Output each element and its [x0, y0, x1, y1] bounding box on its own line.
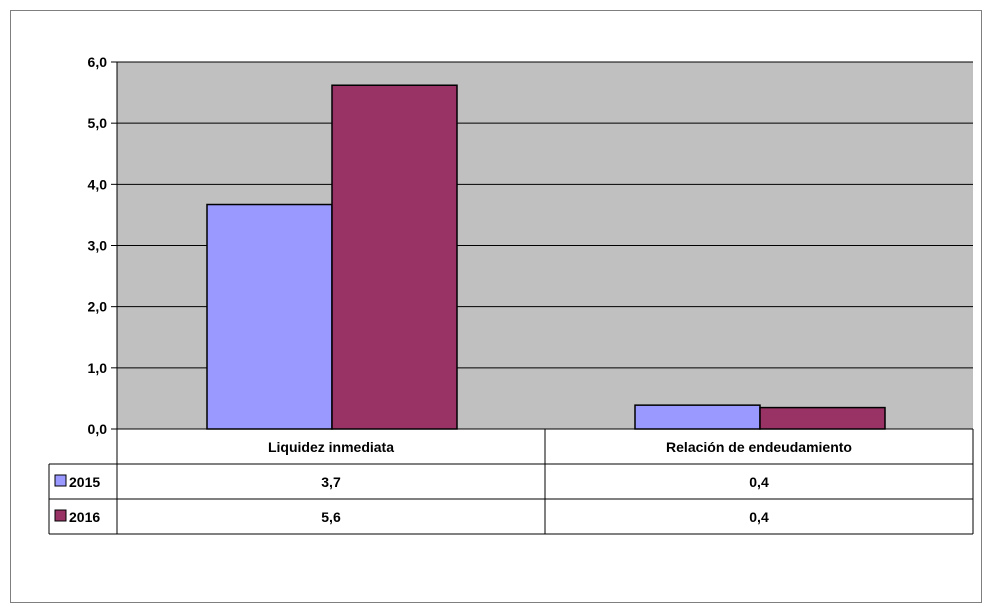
y-tick-label: 5,0	[88, 115, 108, 131]
y-tick-label: 1,0	[88, 360, 108, 376]
data-label: 0,4	[749, 474, 769, 490]
y-tick-label: 6,0	[88, 54, 108, 70]
legend-swatch-2015	[54, 474, 67, 487]
legend-label: 2015	[69, 474, 100, 490]
data-label: 3,7	[321, 474, 341, 490]
y-tick-label: 0,0	[88, 421, 108, 437]
bar-2016-cat-1	[759, 406, 886, 430]
legend-swatch-2016	[54, 509, 67, 522]
bar-2016-cat-0	[331, 84, 458, 430]
category-label: Relación de endeudamiento	[666, 439, 852, 455]
axes: 0,0 1,0 2,0 3,0 4,0 5,0 6,0	[88, 54, 118, 534]
bars	[206, 84, 886, 430]
y-tick-label: 3,0	[88, 238, 108, 254]
data-label: 5,6	[321, 509, 341, 525]
y-tick-label: 2,0	[88, 299, 108, 315]
category-label: Liquidez inmediata	[268, 439, 394, 455]
chart-frame: 0,0 1,0 2,0 3,0 4,0 5,0 6,0 Liquidez inmediata…	[10, 10, 982, 603]
y-tick-label: 4,0	[88, 176, 108, 192]
bar-2015-cat-1	[634, 404, 761, 430]
data-label: 0,4	[749, 509, 769, 525]
legend-label: 2016	[69, 509, 100, 525]
bar-2015-cat-0	[206, 203, 333, 430]
bar-chart: 0,0 1,0 2,0 3,0 4,0 5,0 6,0 Liquidez inmediata…	[48, 54, 974, 535]
data-table: Liquidez inmediata Relación de endeudamie…	[48, 428, 974, 535]
